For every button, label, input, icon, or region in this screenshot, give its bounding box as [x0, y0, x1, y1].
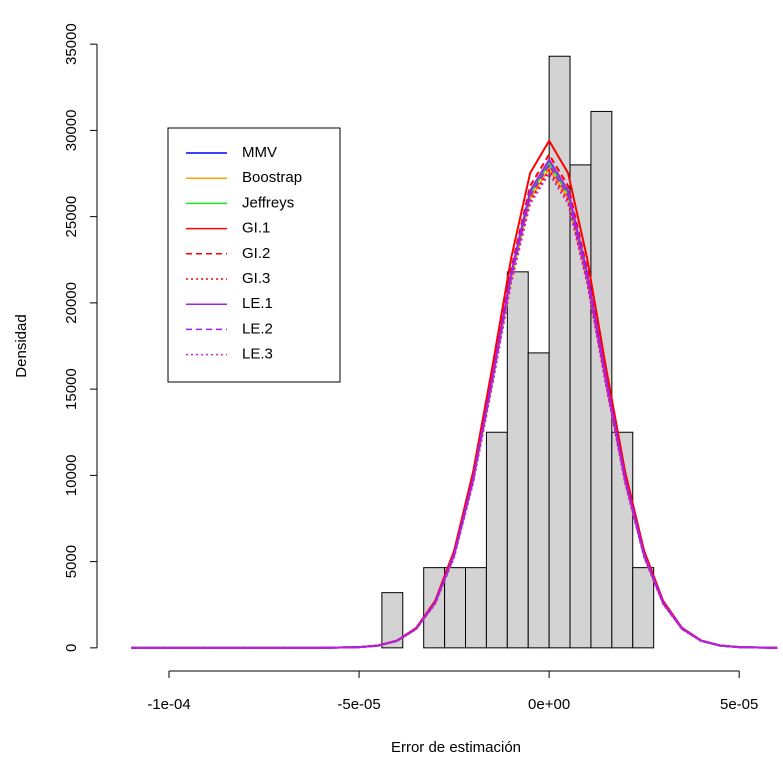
x-tick-label: 5e-05 [720, 696, 758, 713]
histogram-bar [506, 271, 529, 649]
histogram-bar [423, 567, 446, 649]
histogram-bar [465, 567, 487, 649]
x-tick-label: -1e-04 [147, 696, 190, 713]
legend-label: GI.2 [242, 245, 270, 262]
y-tick-label: 5000 [63, 545, 80, 578]
legend-box [167, 127, 341, 383]
histogram-bar [590, 110, 613, 649]
y-tick-label: 15000 [63, 368, 80, 410]
density-line [131, 163, 778, 649]
legend-label: GI.3 [242, 270, 270, 287]
density-lines [131, 139, 778, 649]
histogram-bar [632, 567, 655, 649]
legend-label: Jeffreys [242, 194, 294, 211]
y-tick-label: 25000 [63, 196, 80, 238]
y-axis-label: Densidad [13, 314, 30, 377]
legend-label: LE.2 [242, 320, 273, 337]
y-tick-label: 0 [63, 644, 80, 652]
legend-label: MMV [242, 144, 277, 161]
y-tick-label: 30000 [63, 110, 80, 152]
legend-label: LE.3 [242, 346, 273, 363]
histogram-bar [527, 352, 550, 649]
legend-label: LE.1 [242, 295, 273, 312]
y-tick-label: 20000 [63, 282, 80, 324]
histogram-bar [444, 567, 467, 649]
legend-label: Boostrap [242, 169, 302, 186]
x-axis-label: Error de estimación [391, 739, 521, 756]
legend-label: GI.1 [242, 220, 270, 237]
y-tick-label: 10000 [63, 455, 80, 497]
y-tick-label: 35000 [63, 23, 80, 65]
x-tick-label: 0e+00 [528, 696, 570, 713]
x-tick-label: -5e-05 [337, 696, 380, 713]
histogram-bar [485, 431, 508, 649]
density-line [131, 169, 778, 649]
histogram-bar [381, 592, 404, 649]
